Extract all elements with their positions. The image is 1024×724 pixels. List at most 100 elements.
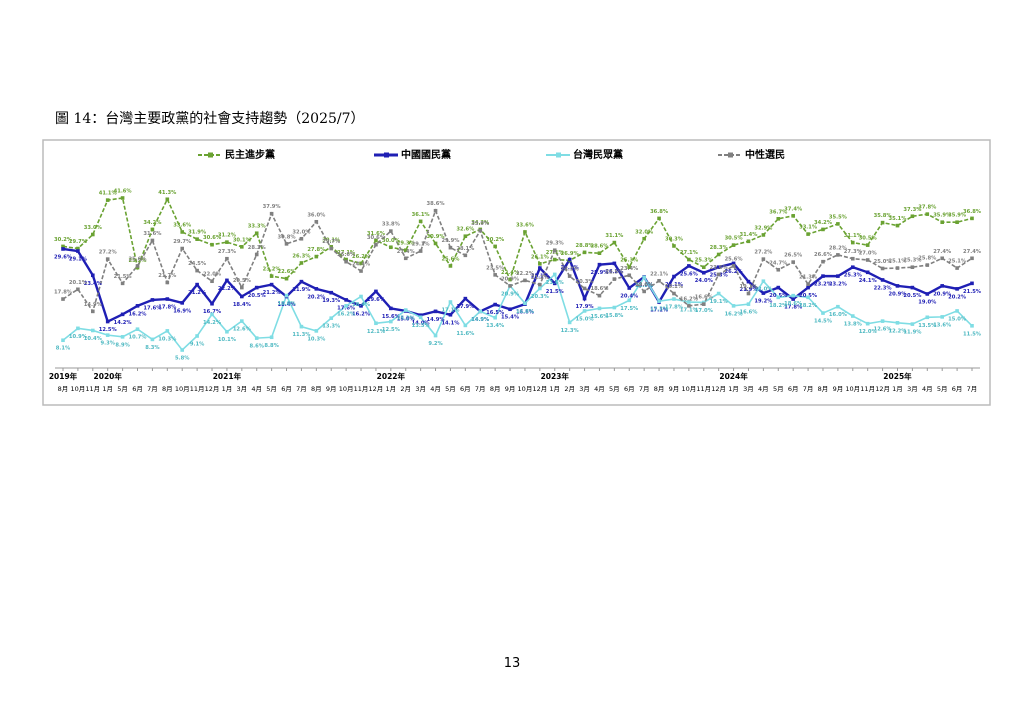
data-label: 21.3% <box>799 275 818 281</box>
x-tick-label: 1月 <box>222 385 233 393</box>
data-point <box>150 238 155 243</box>
data-label: 23.0% <box>635 282 654 288</box>
data-label: 41.6% <box>114 189 133 195</box>
data-label: 12.5% <box>99 327 118 333</box>
data-point <box>180 301 185 305</box>
data-label: 5.8% <box>175 356 190 362</box>
data-point <box>448 245 453 250</box>
data-label: 21.2% <box>188 290 207 296</box>
legend-label: 中國國民黨 <box>401 148 451 161</box>
data-label: 19.1% <box>710 299 729 305</box>
data-point <box>523 230 527 234</box>
data-label: 20.1% <box>69 280 88 286</box>
x-tick-label: 1月 <box>386 385 397 393</box>
data-point <box>880 278 885 282</box>
legend-label: 中性選民 <box>745 148 785 161</box>
data-label: 18.6% <box>784 301 803 307</box>
data-label: 24.4% <box>352 262 371 268</box>
data-label: 27.1% <box>546 250 565 256</box>
data-point <box>254 231 259 236</box>
data-label: 36.8% <box>650 209 669 215</box>
data-label: 8.9% <box>115 342 130 348</box>
data-point <box>880 319 885 323</box>
data-label: 20.5% <box>248 293 267 299</box>
data-point <box>329 290 334 295</box>
data-label: 10.9% <box>69 334 88 340</box>
data-label: 12.0% <box>859 329 878 335</box>
data-point <box>344 298 348 302</box>
data-point <box>165 297 170 301</box>
data-point <box>240 294 244 299</box>
data-label: 22.0% <box>203 272 222 278</box>
data-point <box>493 244 497 249</box>
data-point <box>940 220 944 225</box>
data-label: 31.6% <box>367 231 386 237</box>
data-label: 26.6% <box>814 252 833 258</box>
data-label: 13.3% <box>322 324 341 330</box>
x-tick-label: 11月 <box>190 385 205 393</box>
x-tick-label: 8月 <box>490 385 501 393</box>
x-tick-label: 1月 <box>892 385 903 393</box>
data-point <box>165 329 170 333</box>
data-label: 20.9% <box>888 291 907 297</box>
data-point <box>269 211 274 216</box>
data-label: 12.2% <box>888 328 907 334</box>
data-point <box>61 338 65 343</box>
data-point <box>493 315 497 320</box>
data-point <box>165 280 170 285</box>
x-tick-label: 8月 <box>58 385 69 393</box>
x-tick-label: 5月 <box>266 385 277 393</box>
data-point <box>269 335 274 340</box>
data-label: 30.0% <box>382 238 401 244</box>
x-tick-label: 6月 <box>460 385 471 393</box>
data-label: 26.9% <box>561 251 580 257</box>
data-label: 26.3% <box>292 253 311 259</box>
data-point <box>254 252 259 257</box>
data-point <box>821 259 825 264</box>
data-label: 27.1% <box>337 250 356 256</box>
data-label: 31.6% <box>143 231 162 237</box>
x-tick-label: 1月 <box>102 385 113 393</box>
data-point <box>836 274 840 278</box>
x-tick-label: 9月 <box>669 385 680 393</box>
data-point <box>552 272 557 277</box>
data-point <box>761 279 766 284</box>
data-label: 17.1% <box>650 308 669 314</box>
page-number: 13 <box>503 656 521 671</box>
data-label: 16.0% <box>829 312 848 318</box>
data-label: 8.1% <box>56 346 71 352</box>
data-label: 10.3% <box>307 336 326 342</box>
data-label: 34.2% <box>143 220 162 226</box>
data-label: 16.6% <box>695 295 714 301</box>
data-label: 23.4% <box>620 266 639 272</box>
data-label: 21.2% <box>263 290 282 296</box>
data-point <box>746 291 751 296</box>
data-label: 29.3% <box>546 241 565 247</box>
data-label: 23.5% <box>486 265 505 271</box>
data-point <box>836 304 840 309</box>
data-label: 25.6% <box>441 256 460 262</box>
data-point <box>359 304 363 308</box>
data-label: 33.1% <box>799 225 818 231</box>
year-label: 2020年 <box>94 371 123 381</box>
x-tick-label: 8月 <box>311 385 322 393</box>
data-label: 26.2% <box>605 269 624 275</box>
x-tick-label: 12月 <box>205 385 220 393</box>
data-point <box>374 289 378 294</box>
data-label: 27.4% <box>397 249 416 255</box>
x-tick-label: 4月 <box>758 385 769 393</box>
year-label: 2025年 <box>883 371 912 381</box>
data-label: 25.3% <box>844 273 863 279</box>
x-tick-label: 10月 <box>518 385 533 393</box>
data-label: 20.2% <box>948 294 967 300</box>
data-point <box>493 273 497 277</box>
data-point <box>120 312 125 317</box>
data-label: 33.6% <box>173 222 192 228</box>
data-point <box>612 277 617 281</box>
x-tick-label: 7月 <box>475 385 486 393</box>
x-tick-label: 3月 <box>743 385 754 393</box>
x-tick-label: 5月 <box>937 385 948 393</box>
data-label: 27.2% <box>99 250 118 256</box>
data-point <box>925 212 930 216</box>
data-point <box>865 258 870 262</box>
